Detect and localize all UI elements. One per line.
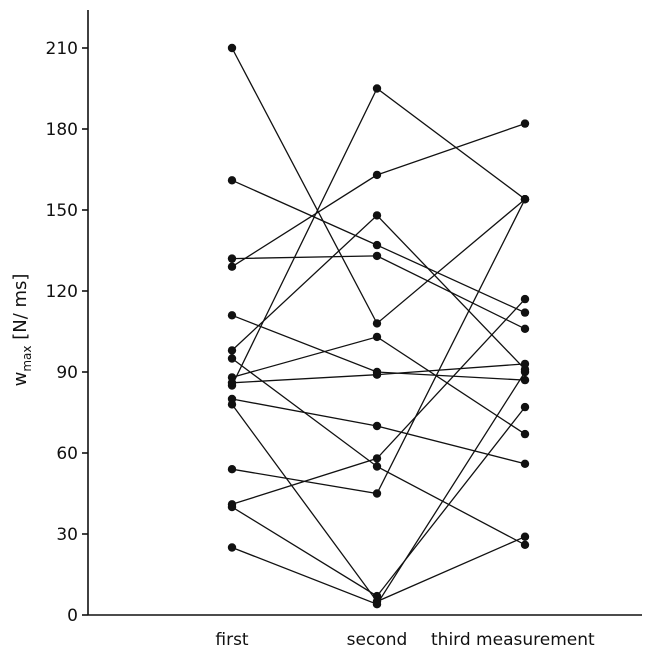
series-line-7 bbox=[231, 357, 526, 546]
data-point bbox=[520, 532, 530, 541]
data-point bbox=[372, 332, 382, 342]
x-category-label: first bbox=[215, 630, 249, 650]
data-point bbox=[520, 375, 530, 385]
y-axis-title: wmax [N/ ms] bbox=[10, 274, 34, 387]
data-point bbox=[227, 346, 237, 355]
data-point bbox=[227, 43, 237, 53]
y-tick-label: 0 bbox=[67, 606, 78, 626]
data-point bbox=[520, 367, 530, 377]
series-line-8 bbox=[231, 336, 526, 435]
data-point bbox=[372, 370, 382, 379]
data-point bbox=[520, 308, 530, 317]
y-tick-label: 30 bbox=[56, 525, 78, 545]
series-line-12 bbox=[231, 404, 526, 603]
data-point bbox=[520, 195, 530, 204]
data-point bbox=[520, 402, 530, 412]
data-point bbox=[227, 262, 237, 271]
series-line-11 bbox=[231, 398, 526, 465]
data-point bbox=[372, 600, 382, 609]
data-point bbox=[372, 462, 382, 471]
data-point bbox=[372, 251, 382, 261]
data-point bbox=[227, 465, 237, 474]
data-point bbox=[520, 429, 530, 439]
data-point bbox=[520, 324, 530, 333]
y-tick-label: 60 bbox=[56, 444, 78, 464]
y-tick-label: 120 bbox=[46, 282, 78, 302]
series-line-14 bbox=[231, 298, 526, 505]
data-point bbox=[520, 294, 530, 304]
data-point bbox=[227, 311, 237, 320]
data-point bbox=[227, 381, 237, 390]
data-point bbox=[372, 421, 382, 431]
x-category-label: third measurement bbox=[431, 630, 595, 650]
data-point bbox=[520, 459, 530, 468]
data-point bbox=[227, 543, 237, 552]
series-points bbox=[227, 43, 530, 609]
data-point bbox=[227, 254, 237, 263]
data-point bbox=[372, 489, 382, 498]
data-point bbox=[372, 211, 382, 220]
y-axis-title-sub: max bbox=[20, 346, 34, 372]
series-line-15 bbox=[231, 406, 526, 597]
y-tick-label: 150 bbox=[46, 201, 78, 221]
x-category-label: second bbox=[347, 630, 408, 650]
data-point bbox=[372, 84, 382, 93]
data-point bbox=[520, 119, 530, 128]
x-labels: first second third measurement bbox=[215, 630, 595, 650]
data-point bbox=[227, 354, 237, 363]
data-point bbox=[372, 240, 382, 250]
data-point bbox=[520, 359, 530, 369]
y-ticks: 0 30 60 90 120 150 180 210 bbox=[46, 39, 88, 626]
data-point bbox=[227, 502, 237, 512]
y-tick-label: 210 bbox=[46, 39, 78, 59]
data-point bbox=[520, 540, 530, 549]
data-point bbox=[227, 176, 237, 185]
data-point bbox=[227, 400, 237, 409]
data-point bbox=[372, 319, 382, 328]
data-point bbox=[372, 591, 382, 601]
y-tick-label: 90 bbox=[56, 363, 78, 383]
y-axis-title-base: w bbox=[10, 372, 31, 387]
data-point bbox=[372, 454, 382, 463]
y-tick-label: 180 bbox=[46, 120, 78, 140]
series-line-10 bbox=[231, 87, 526, 386]
data-point bbox=[372, 170, 382, 180]
y-axis-title-unit: [N/ ms] bbox=[10, 274, 31, 346]
